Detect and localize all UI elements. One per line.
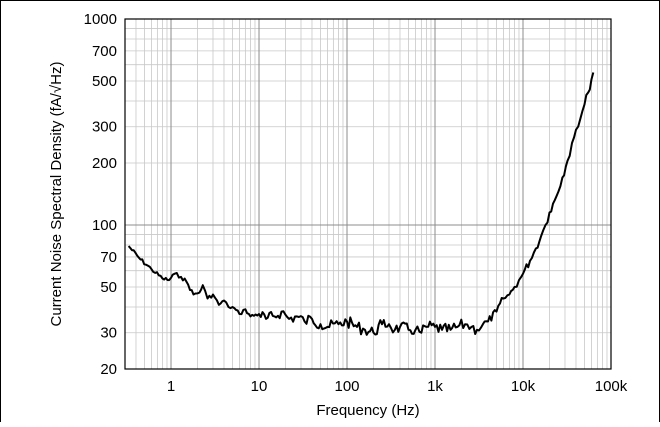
y-tick-label: 700 <box>92 43 117 60</box>
x-tick-label: 10k <box>511 378 536 395</box>
y-tick-label: 70 <box>100 249 117 266</box>
y-tick-label: 100 <box>92 217 117 234</box>
y-tick-label: 50 <box>100 279 117 296</box>
y-axis-label: Current Noise Spectral Density (fA/√Hz) <box>48 62 65 327</box>
x-tick-label: 100k <box>595 378 628 395</box>
series-layer <box>127 72 595 336</box>
x-tick-label: 100 <box>334 378 359 395</box>
y-tick-label: 500 <box>92 73 117 90</box>
y-tick-label: 1000 <box>84 11 117 28</box>
x-tick-label: 10 <box>251 378 268 395</box>
y-tick-label: 200 <box>92 155 117 172</box>
y-tick-label: 300 <box>92 119 117 136</box>
x-tick-labels: 1 10 100 1k 10k 100k <box>167 378 628 395</box>
y-tick-labels: 20 30 50 70 100 200 300 500 700 1000 <box>84 11 117 378</box>
x-axis-label: Frequency (Hz) <box>316 402 419 419</box>
plot-area-border <box>124 18 612 370</box>
x-tick-label: 1 <box>167 378 175 395</box>
noise-density-line <box>127 72 595 336</box>
x-tick-label: 1k <box>427 378 443 395</box>
y-tick-label: 30 <box>100 325 117 342</box>
y-tick-label: 20 <box>100 361 117 378</box>
minor-gridlines <box>124 19 611 370</box>
